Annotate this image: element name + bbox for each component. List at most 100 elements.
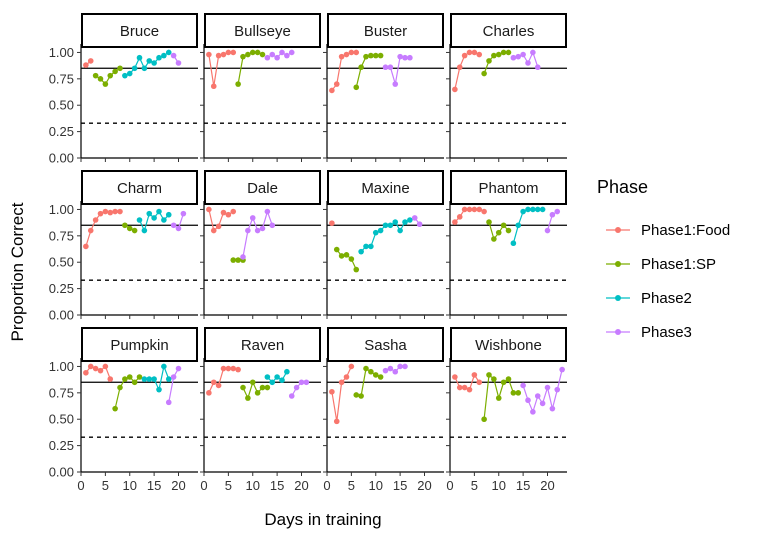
data-point <box>486 58 492 64</box>
facet-strip-box <box>327 327 444 362</box>
data-point <box>220 51 227 58</box>
data-point <box>161 52 167 59</box>
data-point <box>520 382 526 389</box>
data-point <box>353 266 360 273</box>
data-point <box>83 243 89 250</box>
data-point <box>411 215 418 221</box>
data-point <box>92 217 99 223</box>
data-point <box>368 368 374 375</box>
data-point <box>102 363 109 370</box>
data-point <box>329 388 335 395</box>
data-point <box>215 52 222 59</box>
data-point <box>293 384 300 391</box>
legend-title: Phase <box>597 177 648 197</box>
data-point <box>333 418 340 425</box>
data-point <box>141 227 148 234</box>
data-point <box>151 376 157 382</box>
x-tick-label: 10 <box>246 478 260 493</box>
data-point <box>259 51 266 58</box>
data-point <box>180 210 187 217</box>
data-point <box>554 208 561 215</box>
data-point <box>112 405 118 412</box>
data-point <box>245 227 251 234</box>
x-tick-label: 20 <box>294 478 308 493</box>
data-point <box>126 70 133 77</box>
data-point <box>377 227 384 234</box>
legend-key-point <box>615 227 621 233</box>
data-point <box>368 243 374 250</box>
legend-label: Phase1:Food <box>641 222 730 239</box>
data-point <box>83 369 89 376</box>
data-point <box>122 222 128 229</box>
data-point <box>348 49 355 56</box>
data-point <box>338 379 345 386</box>
facet-strip-label: Charles <box>483 23 535 40</box>
data-point <box>249 49 256 56</box>
facet-strip-box <box>204 327 321 362</box>
data-point <box>510 54 517 61</box>
data-point <box>382 64 389 71</box>
data-point <box>525 397 531 404</box>
data-point <box>534 206 541 213</box>
data-point <box>279 49 285 56</box>
x-tick-label: 15 <box>393 478 407 493</box>
data-point <box>510 390 517 396</box>
facet-strip-label: Raven <box>241 337 284 354</box>
data-point <box>284 368 290 375</box>
data-point <box>495 229 502 236</box>
series-line <box>208 51 234 87</box>
data-point <box>481 208 487 215</box>
data-point <box>343 51 350 58</box>
data-point <box>274 374 280 380</box>
data-point <box>452 219 458 225</box>
facet-strip-label: Maxine <box>361 180 409 197</box>
facet-strip-label: Dale <box>247 180 278 197</box>
data-point <box>348 363 355 370</box>
y-tick-label: 0.50 <box>49 255 74 270</box>
data-point <box>161 217 167 223</box>
x-tick-label: 15 <box>147 478 161 493</box>
x-tick-label: 20 <box>417 478 431 493</box>
data-point <box>397 363 403 370</box>
data-point <box>264 208 271 215</box>
data-point <box>343 374 350 380</box>
data-point <box>126 225 133 232</box>
data-point <box>245 51 251 58</box>
data-point <box>392 368 399 375</box>
data-point <box>515 390 522 396</box>
data-point <box>215 223 222 230</box>
data-point <box>264 54 271 61</box>
data-point <box>170 374 177 380</box>
data-point <box>534 393 541 399</box>
data-point <box>87 58 94 64</box>
data-point <box>122 72 128 79</box>
data-point <box>117 65 123 72</box>
data-point <box>284 52 290 59</box>
facet-strip-box <box>450 327 567 362</box>
data-point <box>161 363 167 370</box>
data-point <box>520 51 526 58</box>
data-point <box>363 365 369 372</box>
data-point <box>348 256 355 262</box>
data-point <box>274 54 280 61</box>
data-point <box>505 376 512 382</box>
facet-strip-box <box>204 170 321 205</box>
data-point <box>333 81 340 87</box>
data-point <box>481 416 487 423</box>
data-point <box>333 246 340 253</box>
data-point <box>141 376 148 382</box>
facet-strip-box <box>327 170 444 205</box>
series-line <box>385 55 410 85</box>
data-point <box>249 379 256 386</box>
y-tick-label: 0.00 <box>49 465 74 480</box>
data-point <box>102 81 109 87</box>
data-point <box>210 227 217 234</box>
facet-strip-box <box>81 327 198 362</box>
facet-strip-box <box>81 13 198 48</box>
data-point <box>358 248 364 255</box>
data-point <box>230 208 237 215</box>
data-point <box>87 227 94 234</box>
data-point <box>338 253 345 259</box>
data-point <box>112 208 118 215</box>
data-point <box>165 49 172 56</box>
